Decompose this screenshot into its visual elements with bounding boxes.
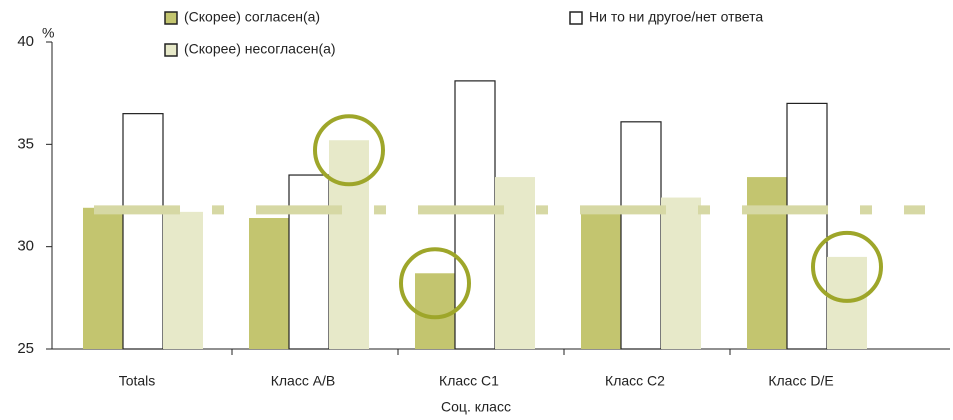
x-axis-label: Соц. класс — [441, 399, 511, 415]
bar — [163, 211, 203, 349]
y-tick-label: 40 — [17, 33, 34, 50]
bar — [661, 197, 701, 349]
bar — [454, 80, 496, 350]
bar — [249, 218, 289, 349]
bar — [122, 113, 164, 350]
x-tick-label: Класс A/B — [271, 373, 336, 389]
highlight-circle — [399, 247, 471, 320]
bar — [747, 177, 787, 349]
bar — [786, 102, 828, 350]
legend-swatch — [164, 11, 178, 25]
bar — [83, 207, 123, 349]
bar — [620, 121, 662, 350]
x-tick-label: Totals — [119, 373, 156, 389]
x-tick-label: Класс C2 — [605, 373, 665, 389]
x-tick-label: Класс D/E — [768, 373, 833, 389]
x-tick-label: Класс C1 — [439, 373, 499, 389]
legend-label: (Скорее) согласен(а) — [184, 9, 320, 25]
legend-swatch — [569, 11, 583, 25]
bar — [827, 256, 867, 349]
legend-label: (Скорее) несогласен(а) — [184, 41, 336, 57]
legend-swatch — [164, 43, 178, 57]
y-tick-label: 25 — [17, 340, 34, 357]
bar — [415, 273, 455, 349]
bar — [495, 177, 535, 349]
bar — [288, 174, 330, 350]
bar — [329, 140, 369, 349]
legend-label: Ни то ни другое/нет ответа — [589, 9, 763, 25]
y-tick-label: 35 — [17, 135, 34, 152]
bar — [581, 213, 621, 349]
highlight-circle — [313, 114, 385, 187]
y-tick-label: 30 — [17, 238, 34, 255]
unit-label: % — [42, 25, 54, 41]
highlight-circle — [811, 230, 883, 303]
